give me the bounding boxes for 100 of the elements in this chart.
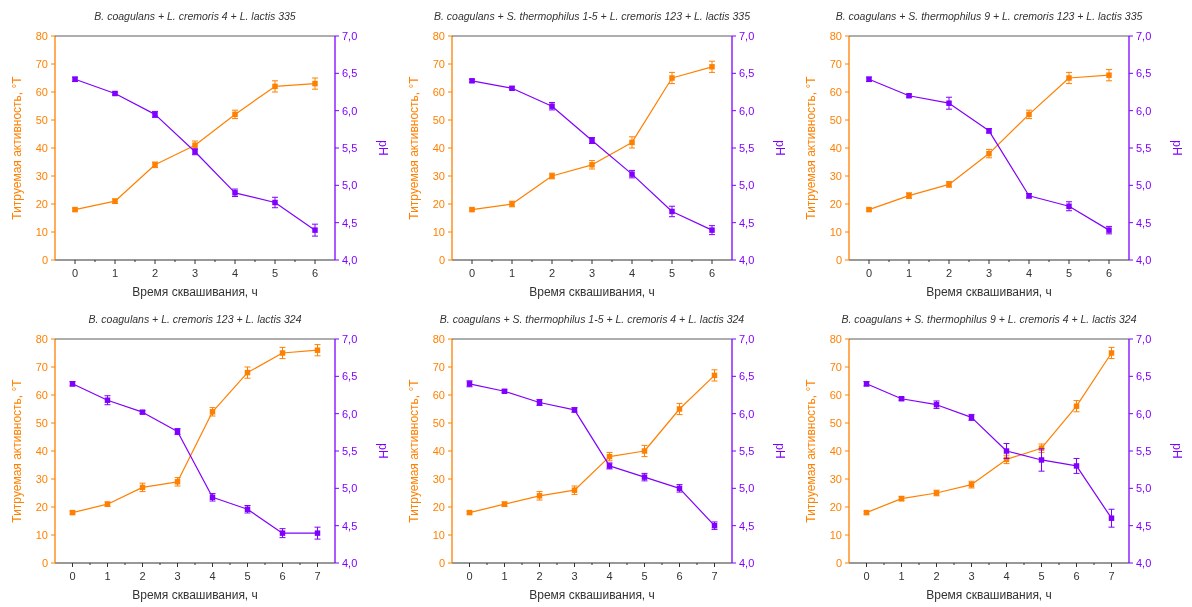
y2-tick-label: 4,0 xyxy=(1136,253,1152,266)
x-tick-label: 5 xyxy=(668,267,676,279)
y2-tick-label: 6,5 xyxy=(342,67,358,80)
y-tick-label: 80 xyxy=(35,29,48,42)
x-tick-label: 7 xyxy=(314,570,321,582)
y2-tick-label: 6,5 xyxy=(739,67,755,80)
x-tick-label: 5 xyxy=(1038,570,1045,582)
y-tick-label: 10 xyxy=(35,225,48,238)
x-tick-label: 2 xyxy=(139,570,146,582)
y-tick-label: 20 xyxy=(432,500,445,513)
x-axis-title: Время сквашивания, ч xyxy=(132,588,258,602)
y-tick-label: 80 xyxy=(432,332,445,345)
y-tick-label: 50 xyxy=(829,113,842,126)
y2-tick-label: 6,0 xyxy=(342,104,358,117)
y-tick-label: 70 xyxy=(35,360,48,373)
y-tick-label: 40 xyxy=(829,141,842,154)
y-tick-label: 30 xyxy=(35,472,48,485)
point xyxy=(1108,350,1115,356)
chart-title: B. coagulans + S. thermophilus 9 + L. cremoris 123 + L. lactis 335 xyxy=(835,10,1143,22)
point xyxy=(709,64,715,70)
y-tick-label: 40 xyxy=(35,141,48,154)
y2-tick-label: 6,5 xyxy=(739,370,755,383)
chart-title: B. coagulans + S. thermophilus 1-5 + L. cremoris 4 + L. lactis 324 xyxy=(439,313,745,325)
y2-tick-label: 5,5 xyxy=(342,444,358,457)
y2-tick-label: 7,0 xyxy=(739,29,755,42)
y-tick-label: 80 xyxy=(35,332,48,345)
point xyxy=(1108,515,1115,521)
x-tick-label: 1 xyxy=(905,267,913,279)
x-tick-label: 3 xyxy=(174,570,181,582)
y2-tick-label: 5,0 xyxy=(1136,482,1152,495)
x-tick-label: 2 xyxy=(536,570,543,582)
y-tick-label: 50 xyxy=(432,113,445,126)
y2-tick-label: 6,0 xyxy=(739,104,755,117)
y-tick-label: 80 xyxy=(829,332,842,345)
point xyxy=(946,100,952,106)
point xyxy=(279,350,286,356)
y-tick-label: 50 xyxy=(35,416,48,429)
x-tick-label: 3 xyxy=(588,267,596,279)
y2-axis-title: pH xyxy=(376,140,390,156)
x-axis-title: Время сквашивания, ч xyxy=(926,285,1052,299)
y-axis-title: Титруемая активность, °Т xyxy=(10,378,24,523)
y2-tick-label: 5,5 xyxy=(1136,141,1152,154)
y-tick-label: 70 xyxy=(432,57,445,70)
y-tick-label: 10 xyxy=(829,528,842,541)
x-tick-label: 2 xyxy=(151,267,159,279)
y-tick-label: 70 xyxy=(432,360,445,373)
x-tick-label: 6 xyxy=(1105,267,1113,279)
y2-tick-label: 4,5 xyxy=(739,519,755,532)
y-axis-title: Титруемая активность, °Т xyxy=(407,378,421,523)
x-tick-label: 2 xyxy=(548,267,556,279)
x-tick-label: 4 xyxy=(1025,267,1033,279)
y2-tick-label: 6,0 xyxy=(1136,407,1152,420)
y-tick-label: 10 xyxy=(432,528,445,541)
y-tick-label: 70 xyxy=(829,57,842,70)
y2-tick-label: 5,5 xyxy=(342,141,358,154)
y2-tick-label: 4,5 xyxy=(1136,519,1152,532)
y-tick-label: 60 xyxy=(829,85,842,98)
y2-tick-label: 6,0 xyxy=(739,407,755,420)
x-axis-title: Время сквашивания, ч xyxy=(529,588,655,602)
x-tick-label: 1 xyxy=(898,570,905,582)
y-axis-title: Титруемая активность, °Т xyxy=(407,75,421,220)
y2-axis-title: pH xyxy=(1170,443,1184,459)
y2-tick-label: 7,0 xyxy=(342,29,358,42)
y-tick-label: 60 xyxy=(35,85,48,98)
y-tick-label: 30 xyxy=(432,169,445,182)
x-tick-label: 1 xyxy=(508,267,516,279)
y2-tick-label: 4,5 xyxy=(342,519,358,532)
y-tick-label: 30 xyxy=(432,472,445,485)
chart-title: B. coagulans + L. cremoris 4 + L. lactis 335 xyxy=(94,10,296,22)
x-tick-label: 0 xyxy=(466,570,473,582)
y2-tick-label: 4,0 xyxy=(342,253,358,266)
y-tick-label: 80 xyxy=(829,29,842,42)
y-tick-label: 60 xyxy=(829,388,842,401)
point xyxy=(312,227,318,233)
y2-axis-title: pH xyxy=(773,140,787,156)
y-tick-label: 20 xyxy=(35,197,48,210)
x-tick-label: 3 xyxy=(985,267,993,279)
y-tick-label: 50 xyxy=(432,416,445,429)
point xyxy=(1073,463,1080,469)
y-tick-label: 20 xyxy=(432,197,445,210)
y2-tick-label: 6,5 xyxy=(1136,370,1152,383)
x-tick-label: 6 xyxy=(279,570,286,582)
x-tick-label: 0 xyxy=(71,267,79,279)
y-tick-label: 20 xyxy=(829,197,842,210)
y2-tick-label: 4,5 xyxy=(739,216,755,229)
point xyxy=(1038,457,1045,463)
y2-tick-label: 5,0 xyxy=(342,482,358,495)
y2-tick-label: 5,0 xyxy=(739,482,755,495)
x-tick-label: 5 xyxy=(271,267,279,279)
point xyxy=(1106,72,1112,78)
y-axis-title: Титруемая активность, °Т xyxy=(804,378,818,523)
x-tick-label: 4 xyxy=(606,570,613,582)
y2-tick-label: 7,0 xyxy=(342,332,358,345)
y2-tick-label: 4,0 xyxy=(1136,556,1152,569)
y2-tick-label: 4,0 xyxy=(739,253,755,266)
x-tick-label: 7 xyxy=(711,570,718,582)
y-tick-label: 0 xyxy=(41,253,48,266)
x-tick-label: 5 xyxy=(1065,267,1073,279)
point xyxy=(641,448,648,454)
y2-tick-label: 4,5 xyxy=(342,216,358,229)
